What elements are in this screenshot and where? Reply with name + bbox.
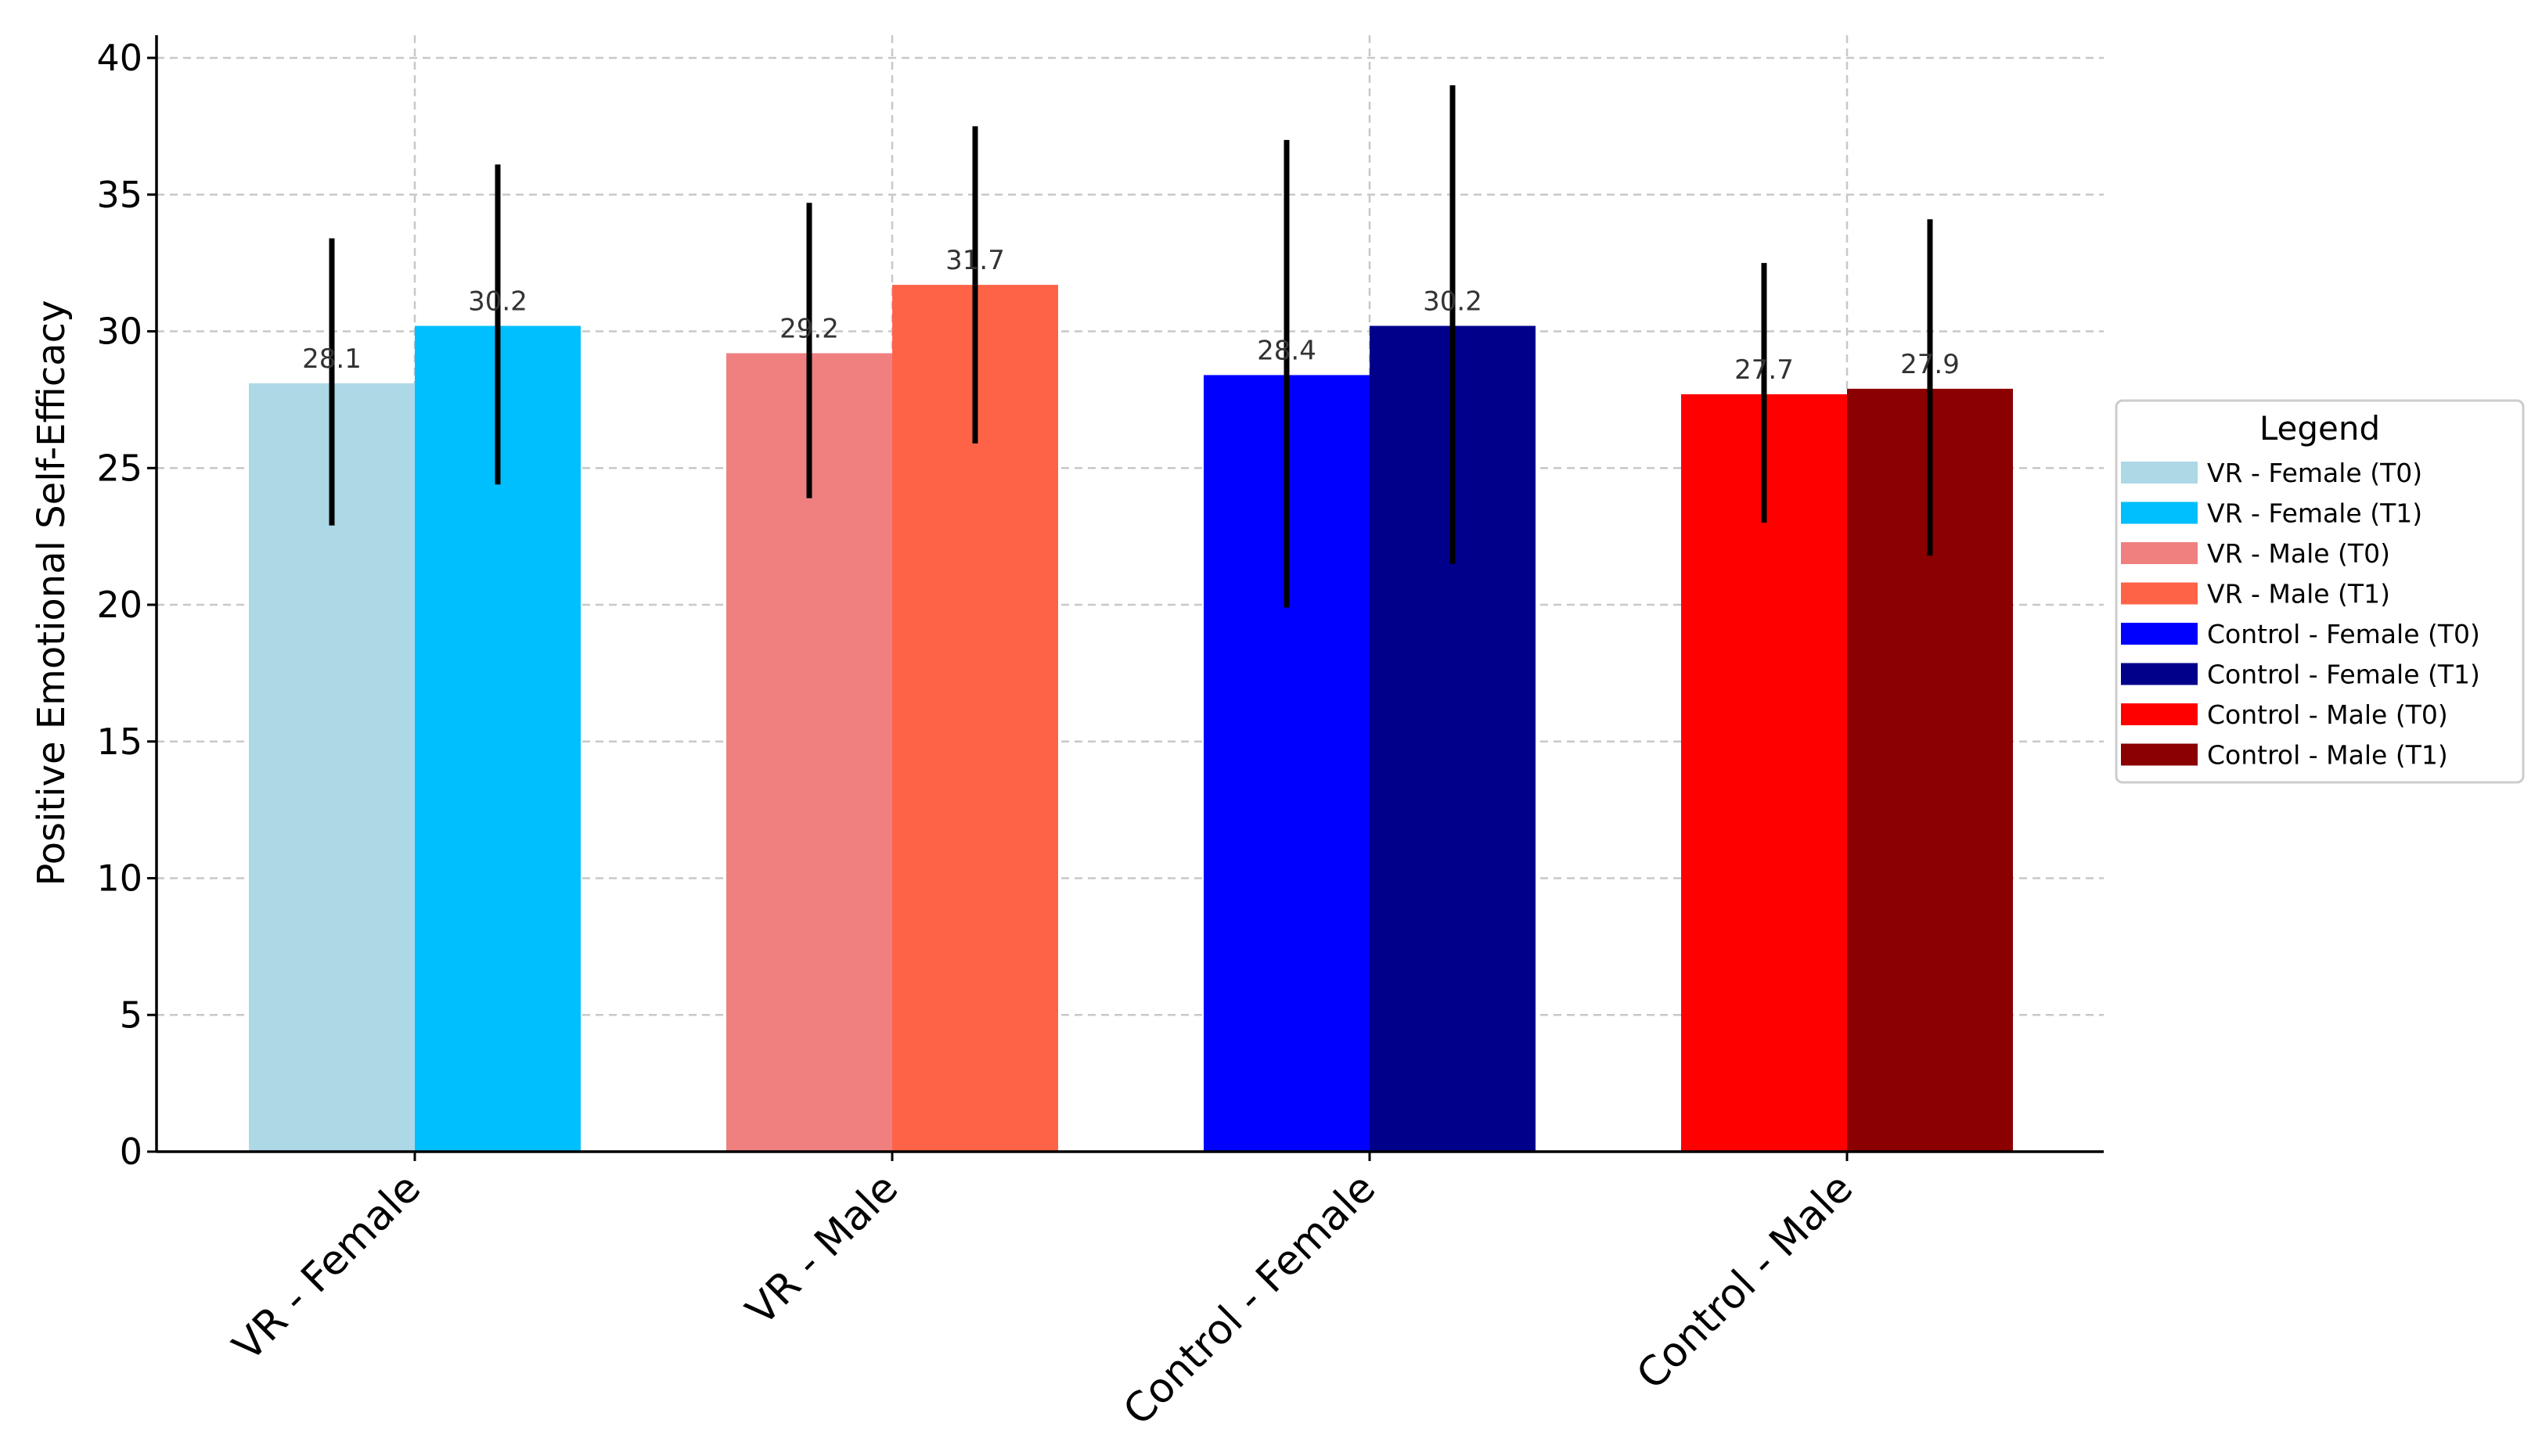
bar-value-label: 31.7	[945, 245, 1005, 276]
y-tick-label: 40	[96, 37, 142, 79]
y-tick-label: 25	[96, 447, 142, 489]
bars-layer	[249, 285, 2013, 1152]
bar-value-label: 27.7	[1734, 354, 1794, 386]
bar-value-label: 28.4	[1257, 335, 1316, 366]
legend-entry-label: VR - Male (T1)	[2207, 579, 2390, 609]
y-tick-label: 10	[96, 857, 142, 900]
legend-entry-label: Control - Female (T0)	[2207, 619, 2480, 649]
legend: Legend VR - Female (T0)VR - Female (T1)V…	[2115, 399, 2525, 784]
bar-value-label: 27.9	[1900, 349, 1960, 380]
x-tick-label: VR - Male	[737, 1165, 907, 1335]
x-tick-label: Control - Female	[1114, 1165, 1384, 1435]
legend-frame	[2115, 399, 2525, 784]
legend-entry-label: Control - Male (T0)	[2207, 699, 2448, 730]
bar-value-label: 29.2	[780, 313, 839, 344]
legend-entry-label: Control - Female (T1)	[2207, 660, 2480, 690]
y-ticks: 0 5 10 15 20 25 30 35 40	[96, 37, 157, 1173]
value-labels-layer: 28.1 30.2 29.2 31.7 28.4 30.2 27.7 27.9	[302, 245, 1960, 386]
y-tick-label: 20	[96, 584, 142, 626]
legend-entries: VR - Female (T0) VR - Female (T1) VR - Mal…	[2121, 458, 2480, 771]
legend-entry-label: VR - Female (T1)	[2207, 498, 2422, 529]
legend-swatch	[2121, 462, 2198, 484]
y-tick-label: 15	[96, 721, 142, 763]
legend-swatch	[2121, 663, 2198, 685]
legend-swatch	[2121, 502, 2198, 524]
legend-swatch	[2121, 703, 2198, 725]
bar-value-label: 30.2	[1423, 286, 1482, 318]
x-ticks: VR - Female VR - Male Control - Female Cont…	[224, 1152, 1862, 1435]
legend-entry-label: Control - Male (T1)	[2207, 740, 2448, 771]
legend-swatch	[2121, 582, 2198, 605]
legend-entry-label: VR - Female (T0)	[2207, 458, 2422, 488]
legend-swatch	[2121, 623, 2198, 645]
legend-entry-label: VR - Male (T0)	[2207, 538, 2390, 569]
y-tick-label: 5	[120, 994, 142, 1036]
bar-value-label: 28.1	[302, 343, 362, 375]
y-axis-label: Positive Emotional Self-Efficacy	[30, 300, 74, 886]
axes-layer	[155, 35, 2104, 1153]
y-tick-label: 30	[96, 311, 142, 353]
x-tick-label: Control - Male	[1628, 1165, 1862, 1399]
y-tick-label: 0	[120, 1131, 142, 1173]
legend-swatch	[2121, 743, 2198, 766]
x-tick-label: VR - Female	[224, 1165, 430, 1371]
legend-title: Legend	[2259, 409, 2380, 448]
legend-swatch	[2121, 542, 2198, 564]
error-bars-layer	[329, 84, 1933, 608]
y-tick-label: 35	[96, 174, 142, 216]
bar-value-label: 30.2	[468, 286, 527, 318]
